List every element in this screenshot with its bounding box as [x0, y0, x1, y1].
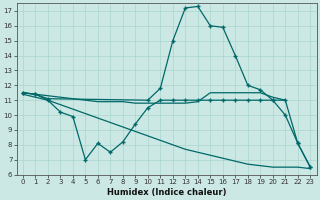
X-axis label: Humidex (Indice chaleur): Humidex (Indice chaleur) — [107, 188, 226, 197]
